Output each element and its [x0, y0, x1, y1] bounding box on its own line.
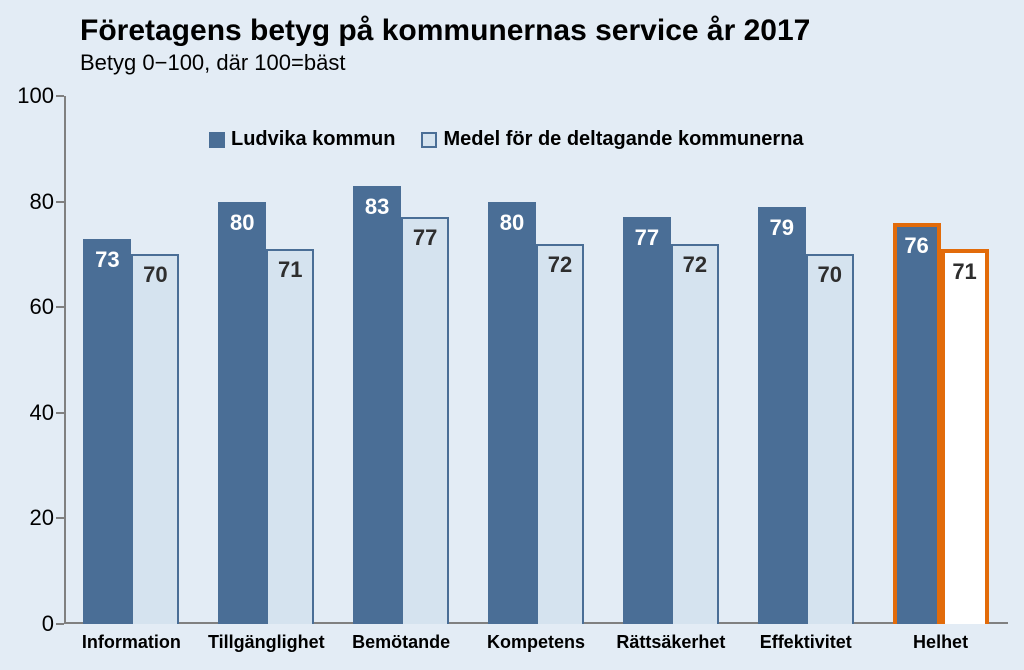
y-tick-label: 0: [42, 611, 54, 637]
y-tick-label: 80: [30, 189, 54, 215]
y-tick-mark: [56, 412, 64, 414]
bar: 77: [401, 217, 449, 624]
y-tick-label: 60: [30, 294, 54, 320]
y-tick-mark: [56, 201, 64, 203]
bar: 80: [488, 202, 536, 624]
bar-value-label: 71: [278, 257, 302, 283]
bar-value-label: 73: [95, 247, 119, 273]
bar-value-label: 77: [413, 225, 437, 251]
legend-label: Ludvika kommun: [231, 128, 395, 151]
category-label: Kompetens: [487, 632, 585, 653]
legend-item: Medel för de deltagande kommunerna: [421, 128, 803, 151]
legend-swatch: [421, 132, 437, 148]
bar: 73: [83, 239, 131, 624]
y-tick-label: 100: [17, 83, 54, 109]
category-label: Bemötande: [352, 632, 450, 653]
bar-value-label: 71: [952, 259, 976, 285]
y-tick-label: 20: [30, 505, 54, 531]
bar: 83: [353, 186, 401, 624]
chart-subtitle: Betyg 0−100, där 100=bäst: [80, 50, 810, 76]
chart-title: Företagens betyg på kommunernas service …: [80, 14, 810, 48]
bar-value-label: 70: [817, 262, 841, 288]
bar-chart: Företagens betyg på kommunernas service …: [0, 0, 1024, 670]
bar: 70: [131, 254, 179, 624]
legend-label: Medel för de deltagande kommunerna: [443, 128, 803, 151]
bars-container: 73 70 80 71 83 77 80 72 77 72 79 70 76 71: [64, 96, 1008, 624]
bar: 80: [218, 202, 266, 624]
bar-value-label: 76: [904, 233, 928, 259]
category-label: Rättsäkerhet: [616, 632, 725, 653]
bar-value-label: 83: [365, 194, 389, 220]
bar-value-label: 77: [635, 225, 659, 251]
bar: 72: [671, 244, 719, 624]
category-label: Information: [82, 632, 181, 653]
category-label: Effektivitet: [760, 632, 852, 653]
bar: 77: [623, 217, 671, 624]
bar-value-label: 72: [683, 252, 707, 278]
y-tick-mark: [56, 306, 64, 308]
category-label: Tillgänglighet: [208, 632, 325, 653]
legend-item: Ludvika kommun: [209, 128, 395, 151]
bar: 71: [941, 249, 989, 624]
plot-area: 73 70 80 71 83 77 80 72 77 72 79 70 76 71 Ludvika kom…: [64, 96, 1008, 624]
y-tick-mark: [56, 95, 64, 97]
bar: 72: [536, 244, 584, 624]
y-tick-mark: [56, 517, 64, 519]
title-block: Företagens betyg på kommunernas service …: [80, 14, 810, 76]
y-tick-label: 40: [30, 400, 54, 426]
bar: 76: [893, 223, 941, 624]
bar-value-label: 80: [230, 210, 254, 236]
chart-legend: Ludvika kommun Medel för de deltagande ko…: [209, 128, 804, 151]
category-label: Helhet: [913, 632, 968, 653]
bar: 70: [806, 254, 854, 624]
bar: 79: [758, 207, 806, 624]
legend-swatch: [209, 132, 225, 148]
y-tick-mark: [56, 623, 64, 625]
bar: 71: [266, 249, 314, 624]
bar-value-label: 70: [143, 262, 167, 288]
bar-value-label: 72: [548, 252, 572, 278]
bar-value-label: 80: [500, 210, 524, 236]
bar-value-label: 79: [769, 215, 793, 241]
